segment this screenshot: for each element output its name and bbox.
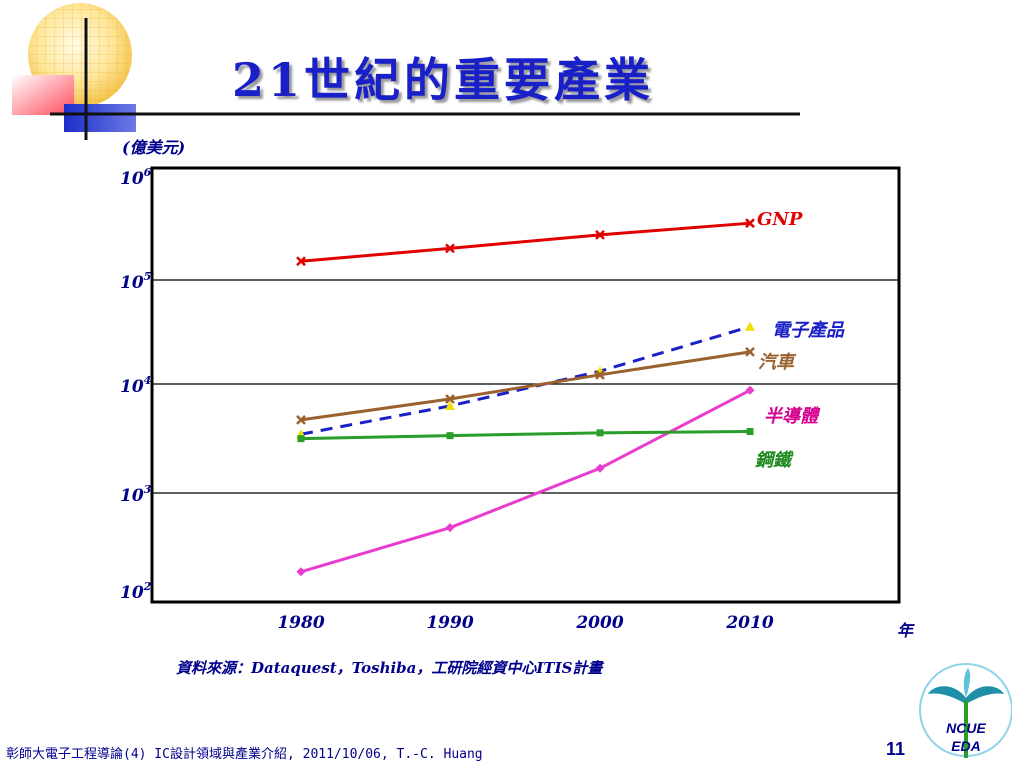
blue-square-graphic	[64, 104, 136, 132]
data-point	[745, 218, 755, 229]
series-lines	[296, 218, 755, 577]
data-point	[596, 429, 604, 437]
x-tick-label: 1990	[426, 613, 473, 633]
y-tick-label: 106	[120, 166, 152, 189]
series-line-4	[300, 429, 751, 441]
footer-text: 彰師大電子工程導論(4) IC設計領域與產業介紹, 2011/10/06, T.…	[6, 747, 483, 762]
x-tick-label: 1980	[277, 613, 324, 633]
series-line-0	[300, 221, 751, 263]
series-label: 鋼鐵	[755, 450, 794, 471]
data-point	[745, 346, 755, 357]
page-number: 11	[886, 739, 906, 759]
data-point	[445, 243, 455, 254]
data-point	[595, 229, 605, 240]
series-line-3	[300, 388, 751, 574]
y-axis-unit: (億美元)	[122, 138, 185, 157]
series-line-1	[300, 325, 751, 436]
series-label: 汽車	[758, 352, 797, 373]
x-tick-labels: 1980 1990 2000 2010	[277, 613, 773, 633]
data-point	[296, 415, 306, 425]
data-point	[595, 369, 605, 380]
data-point	[746, 427, 754, 435]
slide-title: 21世紀的重要產業	[232, 53, 655, 107]
data-point	[745, 321, 755, 331]
title-decoration	[12, 3, 800, 140]
plot-frame	[150, 166, 901, 604]
grid-lines	[152, 279, 899, 494]
data-point	[296, 567, 306, 577]
data-point	[445, 400, 455, 410]
data-point	[445, 394, 455, 404]
y-tick-label: 102	[120, 580, 152, 603]
logo-text-bottom: EDA	[951, 738, 981, 754]
source-note: 資料來源：Dataquest，Toshiba，工研院經資中心ITIS計畫	[176, 659, 603, 677]
y-tick-label: 103	[120, 483, 152, 506]
ncue-eda-logo: NCUE EDA	[919, 663, 1012, 758]
logo-propeller-icon	[928, 668, 1004, 758]
data-point	[445, 523, 455, 533]
line-chart: (億美元) 年 102 103 104 105 106 1980 1990 2000 2010…	[120, 138, 915, 640]
series-label: GNP	[757, 209, 803, 230]
data-point	[446, 432, 454, 440]
data-point	[297, 435, 305, 443]
series-label: 電子產品	[772, 320, 845, 341]
x-axis-label: 年	[897, 621, 915, 640]
data-point	[595, 463, 605, 473]
y-tick-label: 104	[120, 374, 151, 397]
x-tick-label: 2000	[575, 613, 623, 633]
logo-text-top: NCUE	[946, 720, 986, 736]
y-tick-labels: 102 103 104 105 106	[120, 166, 152, 603]
data-point	[296, 256, 306, 267]
pink-square-graphic	[12, 75, 74, 115]
series-label: 半導體	[764, 406, 821, 427]
series-line-2	[300, 350, 751, 422]
y-tick-label: 105	[120, 270, 151, 293]
x-tick-label: 2010	[725, 613, 773, 633]
data-point	[745, 385, 755, 395]
